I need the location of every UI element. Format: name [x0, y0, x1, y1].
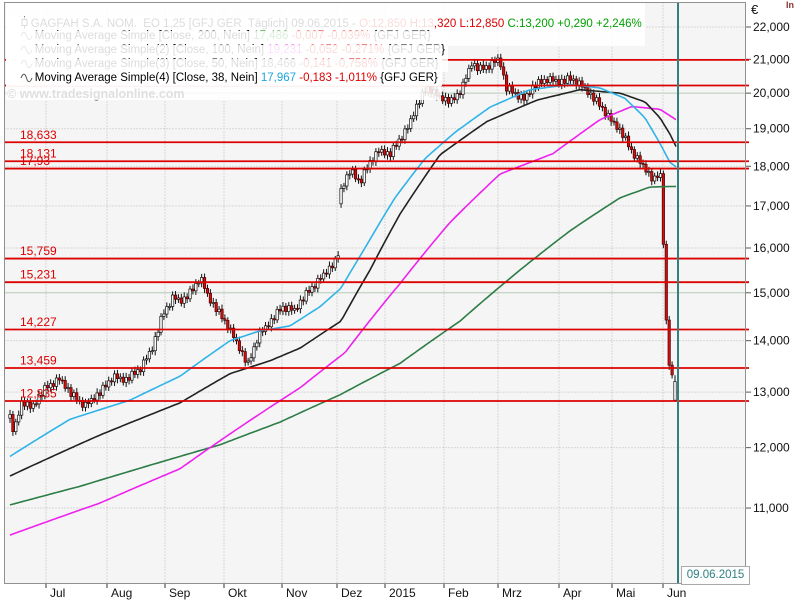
month-tick-label: Mrz	[502, 586, 522, 600]
price-axis-labels: 22,000 21,000 20,000 19,000 18,000 17,000 16,0…	[746, 20, 790, 515]
price-tick-label: 16,000	[753, 241, 790, 255]
date-marker-label: 09.06.2015	[681, 566, 750, 585]
price-tick-label: 17,000	[753, 199, 790, 213]
month-tick-label: Jul	[50, 586, 65, 600]
month-tick-label: 2015	[389, 586, 416, 600]
price-tick-label: 11,000	[753, 501, 789, 515]
price-tick-label: 21,000	[753, 52, 790, 66]
price-tick-label: 13,000	[753, 385, 790, 399]
legend-row-ma38[interactable]: Moving Average Simple(4) [Close, 38, Nei…	[6, 59, 441, 100]
candles-layer	[8, 53, 677, 436]
month-tick-label: Okt	[228, 586, 247, 600]
price-tick-label: 22,000	[753, 20, 790, 34]
currency-label: €	[751, 2, 759, 17]
month-tick-label: Dez	[341, 586, 362, 600]
month-tick-label: Aug	[111, 586, 132, 600]
ma-line-ma100	[9, 105, 677, 536]
level-label: 15,231	[20, 268, 57, 282]
price-tick-label: 14,000	[753, 334, 790, 348]
wave-icon	[20, 72, 33, 87]
time-axis-labels: Jul Aug Sep Okt Nov Dez 2015 Feb Mrz Apr Mai Jun	[45, 583, 686, 600]
level-label: 12,835	[20, 386, 57, 400]
month-tick-label: Feb	[448, 586, 469, 600]
ma-value: 17,967	[260, 72, 297, 84]
month-tick-label: Nov	[286, 586, 307, 600]
month-tick-label: Jun	[667, 586, 686, 600]
price-tick-label: 20,000	[753, 86, 790, 100]
ma-change: -0,183 -1,011%	[296, 72, 381, 84]
month-tick-label: Sep	[169, 586, 191, 600]
moving-average-lines	[9, 83, 677, 536]
ma-line-ma200	[9, 185, 677, 506]
level-label: 13,459	[20, 354, 57, 368]
level-label: 14,227	[20, 315, 57, 329]
price-tick-label: 18,000	[753, 159, 790, 173]
price-tick-label: 12,000	[753, 441, 790, 455]
level-label: 18,633	[20, 128, 57, 142]
month-tick-label: Mai	[616, 586, 635, 600]
ma-suffix: {GFJ GER}	[380, 72, 438, 84]
ma-label: Moving Average Simple(4) [Close, 38, Nei…	[34, 72, 261, 84]
level-label: 17,93	[20, 154, 50, 168]
price-tick-label: 19,000	[753, 122, 790, 136]
month-tick-label: Apr	[563, 586, 582, 600]
ma-line-ma50	[9, 88, 677, 477]
plot-border	[4, 2, 746, 584]
title-close: C:13,200 +0,290 +2,246%	[507, 18, 642, 30]
level-label: 15,759	[20, 244, 57, 258]
corner-fragment: In	[786, 0, 794, 10]
level-label: 18,131	[20, 147, 57, 161]
price-tick-label: 15,000	[753, 286, 790, 300]
